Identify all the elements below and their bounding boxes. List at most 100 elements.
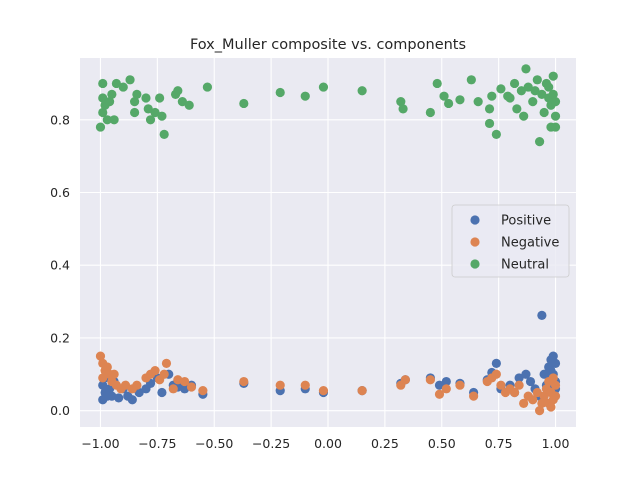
point-positive bbox=[546, 355, 556, 365]
series-neutral bbox=[95, 64, 561, 147]
point-positive bbox=[514, 373, 524, 383]
point-neutral bbox=[104, 97, 115, 107]
point-neutral bbox=[109, 115, 119, 125]
point-neutral bbox=[425, 107, 435, 118]
point-negative bbox=[95, 351, 106, 361]
point-positive bbox=[134, 387, 144, 398]
point-negative bbox=[318, 386, 329, 396]
point-neutral bbox=[141, 93, 151, 103]
point-neutral bbox=[398, 104, 408, 114]
point-neutral bbox=[550, 97, 561, 107]
point-neutral bbox=[107, 89, 117, 99]
point-negative bbox=[550, 391, 561, 401]
point-neutral bbox=[550, 111, 561, 121]
point-neutral bbox=[173, 86, 183, 96]
point-positive bbox=[525, 376, 536, 387]
legend-marker-neutral bbox=[470, 259, 480, 269]
point-neutral bbox=[530, 86, 540, 96]
legend: Positive Negative Neutral bbox=[451, 204, 570, 278]
point-negative bbox=[161, 358, 172, 368]
point-negative bbox=[357, 386, 367, 396]
point-negative bbox=[455, 380, 465, 390]
point-positive bbox=[441, 376, 451, 387]
point-negative bbox=[132, 380, 142, 390]
point-negative bbox=[102, 362, 112, 372]
point-positive bbox=[434, 380, 445, 390]
point-neutral bbox=[537, 89, 547, 99]
y-axis-ticks: 0.0 0.2 0.4 0.6 0.8 bbox=[50, 112, 70, 418]
point-neutral bbox=[432, 78, 442, 89]
y-tick-label: 0.4 bbox=[50, 258, 70, 273]
point-neutral bbox=[532, 75, 542, 85]
x-tick-label: 1.00 bbox=[542, 436, 570, 451]
point-negative bbox=[150, 366, 160, 376]
point-positive bbox=[491, 358, 501, 368]
point-neutral bbox=[473, 97, 483, 107]
point-neutral bbox=[509, 78, 520, 89]
point-neutral bbox=[519, 111, 529, 121]
point-negative bbox=[441, 384, 451, 394]
point-negative bbox=[300, 380, 310, 390]
x-tick-label: 0.50 bbox=[428, 436, 456, 451]
point-neutral bbox=[528, 97, 538, 107]
point-neutral bbox=[202, 82, 213, 92]
point-neutral bbox=[95, 122, 106, 132]
x-tick-label: 0.25 bbox=[371, 436, 399, 451]
x-tick-label: 0.75 bbox=[485, 436, 513, 451]
x-tick-label: −0.75 bbox=[138, 436, 176, 451]
data-points bbox=[95, 64, 561, 416]
x-tick-label: −1.00 bbox=[81, 436, 119, 451]
point-neutral bbox=[550, 122, 561, 132]
point-negative bbox=[491, 369, 501, 379]
point-neutral bbox=[534, 137, 545, 147]
point-negative bbox=[120, 380, 131, 390]
point-negative bbox=[509, 387, 520, 398]
point-neutral bbox=[98, 78, 108, 89]
chart-title: Fox_Muller composite vs. components bbox=[190, 37, 466, 53]
point-neutral bbox=[150, 107, 160, 118]
point-neutral bbox=[357, 86, 367, 96]
point-neutral bbox=[275, 87, 285, 98]
point-neutral bbox=[159, 129, 169, 139]
point-neutral bbox=[130, 97, 140, 107]
point-negative bbox=[532, 387, 542, 398]
point-negative bbox=[400, 375, 410, 385]
point-neutral bbox=[516, 86, 526, 96]
point-neutral bbox=[125, 75, 135, 85]
x-tick-label: −0.25 bbox=[252, 436, 290, 451]
point-neutral bbox=[145, 115, 156, 125]
point-neutral bbox=[521, 64, 531, 74]
legend-marker-positive bbox=[470, 215, 480, 225]
point-neutral bbox=[396, 97, 406, 107]
point-positive bbox=[521, 369, 531, 379]
x-tick-label: 0.00 bbox=[314, 436, 342, 451]
point-negative bbox=[98, 373, 108, 383]
point-negative bbox=[528, 395, 538, 405]
point-positive bbox=[537, 310, 547, 320]
point-neutral bbox=[184, 100, 194, 110]
point-neutral bbox=[548, 89, 558, 99]
point-positive bbox=[127, 395, 137, 405]
point-negative bbox=[275, 380, 285, 390]
point-neutral bbox=[491, 129, 501, 139]
y-tick-label: 0.2 bbox=[50, 330, 70, 345]
point-neutral bbox=[487, 91, 497, 101]
point-positive bbox=[539, 369, 549, 379]
legend-marker-negative bbox=[470, 237, 480, 247]
point-negative bbox=[168, 384, 178, 394]
point-neutral bbox=[102, 115, 112, 125]
point-negative bbox=[496, 380, 506, 390]
point-negative bbox=[514, 380, 524, 390]
point-neutral bbox=[111, 78, 122, 89]
point-negative bbox=[550, 380, 561, 390]
point-neutral bbox=[118, 82, 128, 92]
point-negative bbox=[159, 369, 169, 379]
point-neutral bbox=[300, 91, 310, 101]
point-neutral bbox=[132, 89, 142, 99]
point-neutral bbox=[98, 93, 108, 103]
point-neutral bbox=[548, 71, 558, 81]
point-negative bbox=[469, 391, 479, 401]
point-neutral bbox=[143, 104, 153, 114]
point-negative bbox=[546, 402, 556, 412]
point-negative bbox=[180, 376, 190, 387]
